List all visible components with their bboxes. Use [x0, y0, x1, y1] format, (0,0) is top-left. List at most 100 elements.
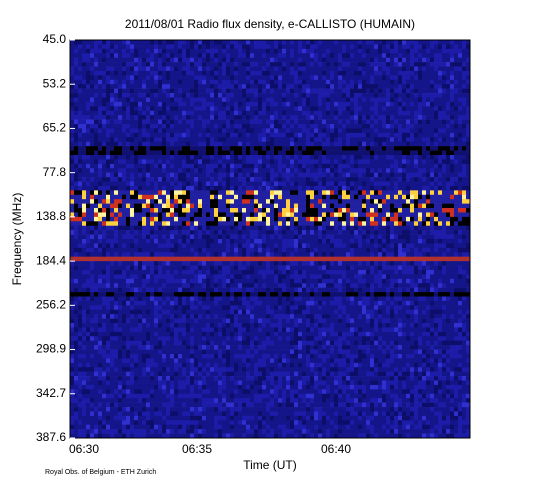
spectrum-cell [230, 106, 235, 112]
spectrum-cell [350, 247, 355, 253]
spectrum-cell [338, 208, 343, 213]
spectrum-cell [154, 203, 159, 209]
spectrum-cell [238, 256, 243, 262]
spectrum-cell [158, 172, 163, 178]
spectrum-cell [354, 172, 359, 178]
spectrum-cell [438, 79, 443, 85]
spectrum-cell [410, 208, 415, 213]
spectrum-cell [322, 115, 327, 120]
spectrum-cell [226, 221, 231, 227]
spectrum-cell [258, 185, 263, 191]
spectrum-cell [282, 141, 287, 147]
spectrum-cell [278, 239, 283, 244]
spectrum-cell [466, 247, 471, 253]
spectrum-cell [246, 75, 251, 81]
spectrum-cell [106, 48, 111, 54]
spectrum-cell [130, 40, 135, 45]
spectrum-cell [230, 243, 235, 249]
spectrum-cell [250, 93, 255, 98]
spectrum-cell [270, 234, 275, 240]
spectrum-cell [430, 119, 435, 125]
spectrum-cell [274, 154, 279, 160]
spectrum-cell [338, 247, 343, 253]
spectrum-cell [118, 203, 123, 209]
spectrum-cell [130, 48, 135, 54]
spectrum-cell [218, 239, 223, 244]
spectrum-cell [82, 163, 87, 169]
spectrum-cell [274, 84, 279, 89]
spectrum-cell [138, 185, 143, 191]
spectrum-cell [110, 124, 115, 129]
spectrum-cell [178, 230, 183, 235]
spectrum-cell [386, 40, 391, 45]
spectrum-cell [94, 203, 99, 209]
spectrum-cell [366, 62, 371, 67]
spectrum-cell [254, 159, 259, 165]
spectrum-cell [398, 252, 403, 257]
spectrum-cell [254, 115, 259, 120]
spectrum-cell [302, 128, 307, 134]
spectrum-cell [78, 168, 83, 173]
spectrum-cell [390, 97, 395, 103]
spectrum-cell [166, 150, 171, 156]
spectrum-cell [322, 190, 327, 196]
spectrum-cell [274, 234, 279, 240]
spectrum-cell [254, 150, 259, 156]
spectrum-cell [466, 163, 471, 169]
spectrum-cell [346, 119, 351, 125]
spectrum-cell [434, 212, 439, 218]
spectrum-cell [310, 159, 315, 165]
spectrum-cell [86, 128, 91, 134]
spectrum-cell [82, 93, 87, 98]
spectrum-cell [238, 252, 243, 257]
spectrum-cell [402, 172, 407, 178]
spectrum-cell [322, 110, 327, 116]
spectrum-cell [302, 137, 307, 143]
spectrum-cell [330, 84, 335, 89]
spectrum-cell [214, 106, 219, 112]
spectrum-cell [182, 40, 187, 45]
spectrum-cell [338, 185, 343, 191]
spectrum-cell [114, 234, 119, 240]
spectrum-cell [442, 181, 447, 187]
spectrum-cell [382, 239, 387, 244]
spectrum-cell [438, 216, 443, 222]
spectrum-cell [462, 199, 467, 204]
spectrum-cell [310, 154, 315, 160]
spectrum-cell [414, 212, 419, 218]
spectrum-cell [406, 75, 411, 81]
spectrum-cell [446, 62, 451, 67]
spectrum-cell [374, 70, 379, 76]
spectrum-cell [370, 221, 375, 227]
spectrum-cell [150, 128, 155, 134]
spectrum-cell [158, 194, 163, 200]
spectrum-cell [234, 239, 239, 244]
spectrum-cell [446, 199, 451, 204]
spectrum-cell [390, 154, 395, 160]
spectrum-cell [318, 79, 323, 85]
spectrum-cell [134, 203, 139, 209]
spectrum-cell [294, 168, 299, 173]
spectrum-cell [154, 93, 159, 98]
spectrum-cell [102, 212, 107, 218]
spectrum-cell [430, 172, 435, 178]
spectrum-cell [102, 84, 107, 89]
spectrum-cell [282, 256, 287, 262]
spectrum-cell [302, 48, 307, 54]
spectrum-cell [110, 181, 115, 187]
spectrum-cell [398, 75, 403, 81]
spectrum-cell [222, 230, 227, 235]
spectrum-cell [382, 146, 387, 151]
spectrum-cell [106, 62, 111, 67]
spectrum-cell [354, 101, 359, 107]
spectrum-cell [318, 221, 323, 227]
spectrum-cell [166, 146, 171, 151]
spectrum-cell [286, 40, 291, 45]
spectrum-cell [262, 44, 267, 50]
spectrum-cell [174, 75, 179, 81]
spectrum-cell [86, 181, 91, 187]
spectrum-cell [218, 230, 223, 235]
spectrum-cell [174, 172, 179, 178]
spectrum-cell [106, 124, 111, 129]
spectrum-cell [138, 252, 143, 257]
